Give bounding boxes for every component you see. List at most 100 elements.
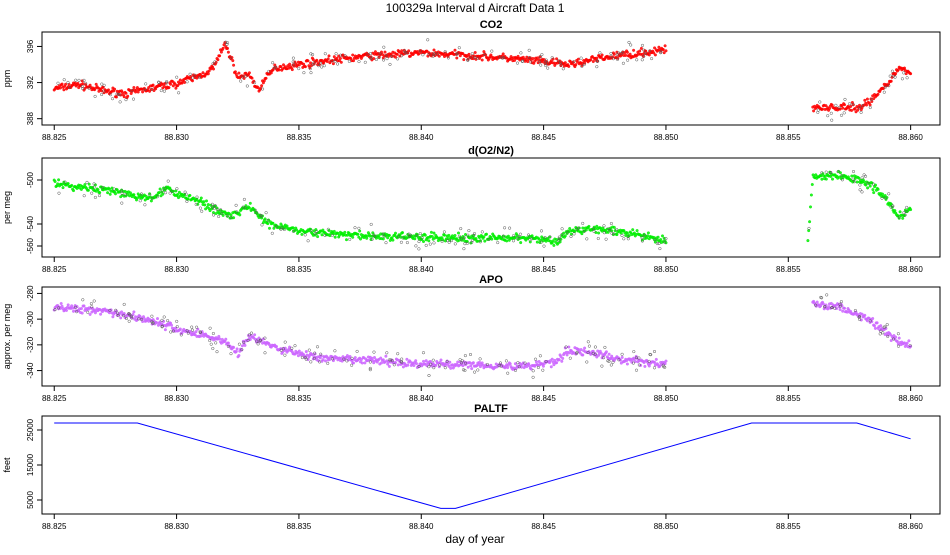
data-point xyxy=(426,38,430,42)
data-point xyxy=(388,62,392,66)
data-point xyxy=(326,227,330,231)
y-tick-label: -560 xyxy=(26,237,35,254)
data-point xyxy=(888,74,892,78)
x-tick-label: 88.850 xyxy=(654,265,679,274)
data-point xyxy=(280,226,284,230)
data-point xyxy=(536,365,540,370)
data-point xyxy=(303,356,307,360)
data-point xyxy=(100,92,104,97)
data-point xyxy=(297,67,301,71)
data-point xyxy=(320,233,324,237)
data-point xyxy=(368,368,372,372)
data-point xyxy=(863,174,868,178)
data-point xyxy=(576,57,580,61)
data-point xyxy=(283,353,287,357)
data-point xyxy=(459,361,463,365)
data-point xyxy=(84,81,88,85)
data-point xyxy=(401,236,405,240)
data-point xyxy=(175,325,179,329)
data-point xyxy=(909,208,913,212)
data-point xyxy=(551,239,555,243)
data-point xyxy=(386,236,390,240)
data-point xyxy=(898,210,902,214)
data-point xyxy=(100,82,104,86)
data-point xyxy=(457,46,461,50)
data-point xyxy=(203,203,207,207)
data-point xyxy=(843,306,847,310)
data-point xyxy=(282,227,286,232)
data-point xyxy=(229,352,233,356)
data-point xyxy=(407,49,411,53)
data-point xyxy=(634,368,639,372)
data-point xyxy=(885,323,889,327)
data-point xyxy=(118,100,122,104)
data-point xyxy=(448,360,452,364)
data-point xyxy=(138,314,142,318)
data-point xyxy=(129,314,134,318)
data-point xyxy=(643,233,647,237)
data-point xyxy=(225,214,229,218)
data-point xyxy=(661,234,665,238)
data-point xyxy=(248,201,252,205)
data-point xyxy=(260,223,264,227)
data-point xyxy=(79,187,83,191)
data-point xyxy=(505,56,509,60)
data-point xyxy=(658,247,662,251)
data-point xyxy=(857,315,861,319)
data-point xyxy=(217,214,221,219)
x-tick-label: 88.845 xyxy=(531,133,556,142)
data-point xyxy=(555,361,559,365)
data-point xyxy=(863,98,867,102)
data-point xyxy=(218,54,222,58)
data-point xyxy=(560,227,564,231)
data-point xyxy=(664,49,668,53)
data-point xyxy=(517,234,521,239)
data-point xyxy=(122,302,126,306)
data-point xyxy=(461,364,465,368)
data-point xyxy=(871,317,875,321)
data-point xyxy=(414,359,418,363)
data-point xyxy=(838,308,842,312)
data-point xyxy=(474,237,478,241)
data-point xyxy=(151,83,155,87)
data-point xyxy=(173,82,177,86)
data-point xyxy=(807,229,811,233)
data-point xyxy=(859,318,863,322)
data-point xyxy=(560,359,564,363)
data-point xyxy=(111,315,115,319)
data-point xyxy=(471,361,475,365)
data-point xyxy=(659,238,663,242)
data-point xyxy=(163,186,167,190)
data-point xyxy=(336,62,340,66)
series-line xyxy=(54,422,911,509)
data-point xyxy=(261,87,265,91)
data-point xyxy=(443,366,447,370)
data-point xyxy=(607,227,611,231)
x-tick-label: 88.835 xyxy=(287,394,312,403)
y-tick-label: 5000 xyxy=(26,491,35,509)
data-point xyxy=(178,78,182,82)
data-point xyxy=(595,59,599,63)
data-point xyxy=(485,362,489,367)
data-point xyxy=(442,230,446,234)
data-point xyxy=(575,227,579,231)
data-point xyxy=(160,324,164,328)
data-point xyxy=(544,63,548,68)
data-point xyxy=(345,354,349,358)
data-point xyxy=(814,303,818,307)
data-point xyxy=(342,357,346,361)
data-point xyxy=(858,188,862,192)
data-point xyxy=(418,49,422,53)
data-point xyxy=(66,303,70,307)
data-point xyxy=(313,232,317,236)
data-point xyxy=(472,55,477,59)
data-point xyxy=(818,100,822,104)
data-point xyxy=(447,233,451,237)
data-point xyxy=(476,56,480,60)
data-point xyxy=(67,86,71,90)
data-point xyxy=(468,352,473,357)
data-point xyxy=(115,92,119,96)
data-point xyxy=(435,52,439,56)
data-point xyxy=(300,356,304,360)
data-point xyxy=(814,173,818,177)
